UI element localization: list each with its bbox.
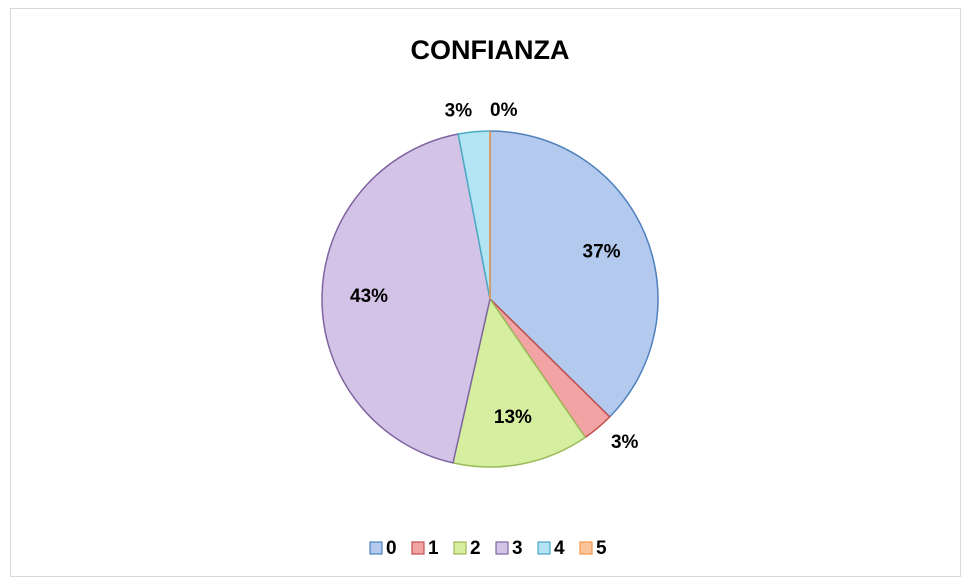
legend-label: 0 [386,538,397,559]
legend-label: 4 [554,538,565,559]
legend-swatch [537,541,551,555]
pie-slice [452,297,587,468]
pie-slice [321,133,491,464]
legend-label: 5 [596,538,607,559]
legend-label: 3 [512,538,523,559]
legend-swatch [369,541,383,555]
legend-label: 2 [470,538,481,559]
legend-swatch [453,541,467,555]
legend-swatch [495,541,509,555]
data-label: 3% [611,432,639,453]
pie-slice [489,130,659,418]
data-label: 37% [583,241,621,262]
data-label: 0% [490,100,518,121]
data-label: 43% [350,286,388,307]
legend-swatch [579,541,593,555]
legend-label: 1 [428,538,439,559]
chart-title: CONFIANZA [411,35,570,65]
legend-swatch [411,541,425,555]
data-label: 3% [445,101,473,122]
data-label: 13% [494,407,532,428]
